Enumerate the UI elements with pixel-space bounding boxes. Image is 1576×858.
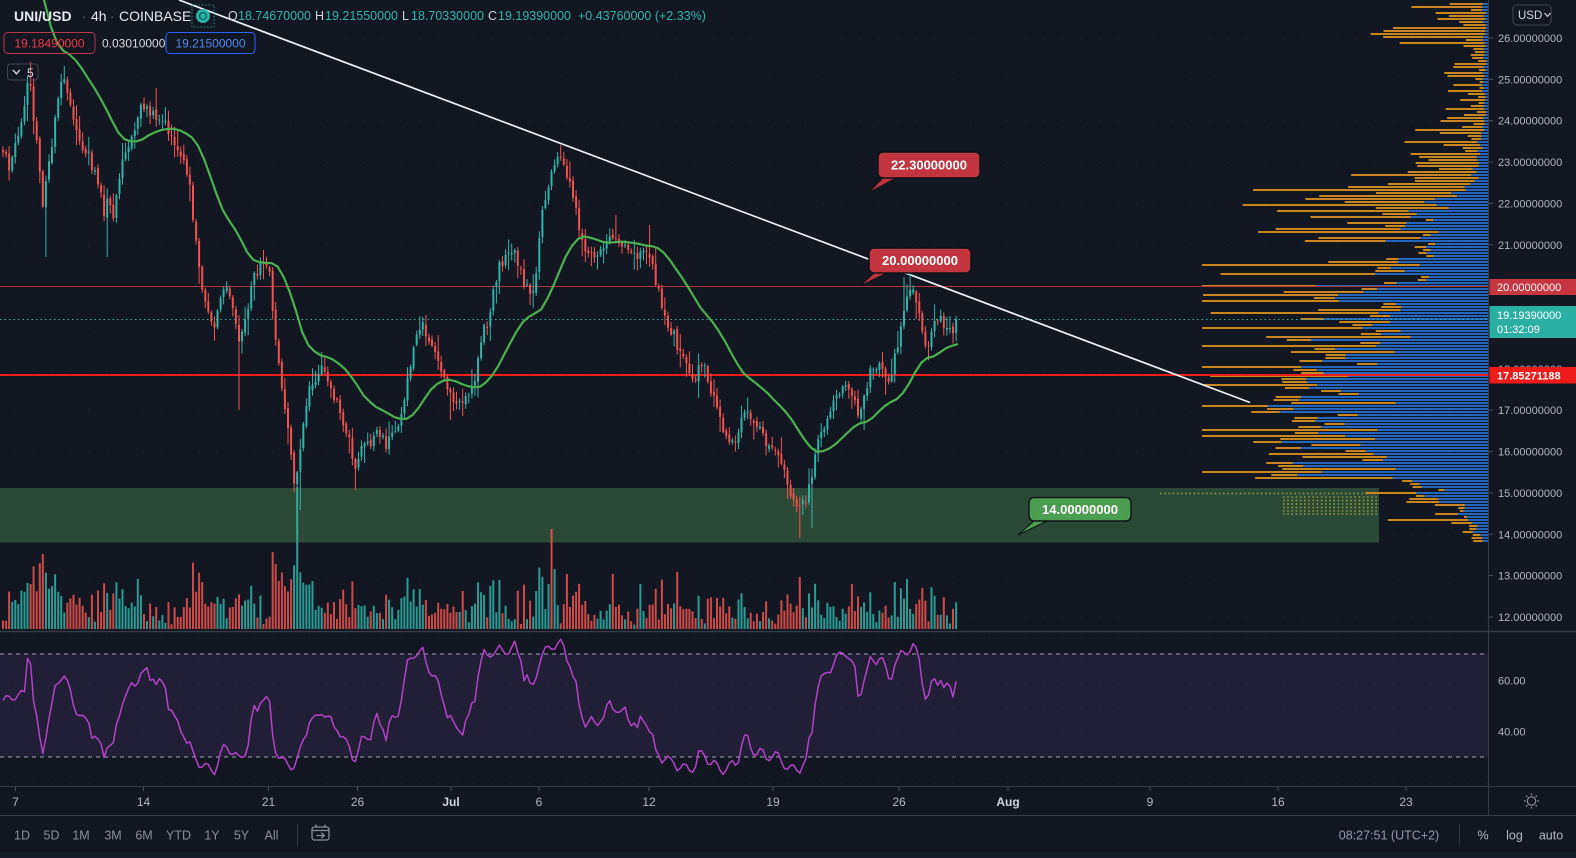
svg-text:COINBASE: COINBASE (119, 8, 191, 24)
svg-text:19.19390000: 19.19390000 (1497, 310, 1561, 322)
svg-text:5D: 5D (44, 829, 60, 843)
svg-text:23: 23 (1399, 795, 1413, 809)
svg-text:12.00000000: 12.00000000 (1498, 612, 1562, 624)
svg-text:21: 21 (262, 795, 276, 809)
svg-text:18.74670000: 18.74670000 (238, 9, 311, 23)
svg-text:01:32:09: 01:32:09 (1497, 324, 1540, 336)
svg-text:26: 26 (351, 795, 365, 809)
svg-text:22.30000000: 22.30000000 (891, 158, 967, 173)
svg-text:1Y: 1Y (204, 829, 220, 843)
svg-text:60.00: 60.00 (1498, 676, 1526, 688)
svg-text:19.21550000: 19.21550000 (325, 9, 398, 23)
svg-text:YTD: YTD (166, 829, 191, 843)
svg-text:4h: 4h (91, 8, 107, 24)
svg-text:18.70330000: 18.70330000 (411, 9, 484, 23)
svg-text:USD: USD (1518, 10, 1542, 22)
svg-text:19.18490000: 19.18490000 (14, 37, 84, 51)
svg-text:5Y: 5Y (234, 829, 250, 843)
svg-text:19.19390000: 19.19390000 (498, 9, 571, 23)
svg-text:24.00000000: 24.00000000 (1498, 116, 1562, 128)
svg-text:6: 6 (536, 795, 543, 809)
svg-text:UNI/USD: UNI/USD (14, 8, 72, 24)
svg-text:19.21500000: 19.21500000 (175, 37, 245, 51)
svg-text:21.00000000: 21.00000000 (1498, 240, 1562, 252)
svg-text:3M: 3M (104, 829, 121, 843)
svg-text:1D: 1D (14, 829, 30, 843)
svg-text:13.00000000: 13.00000000 (1498, 571, 1562, 583)
svg-text:0.03010000: 0.03010000 (102, 37, 166, 51)
svg-text:40.00: 40.00 (1498, 727, 1526, 739)
svg-text:19: 19 (766, 795, 780, 809)
svg-text:6M: 6M (135, 829, 152, 843)
svg-text:auto: auto (1539, 829, 1563, 843)
svg-text:C: C (488, 9, 497, 23)
svg-text:1M: 1M (72, 829, 89, 843)
svg-text:O: O (228, 9, 238, 23)
svg-text:16.00000000: 16.00000000 (1498, 447, 1562, 459)
svg-text:12: 12 (642, 795, 656, 809)
svg-text:16: 16 (1271, 795, 1285, 809)
svg-text:L: L (402, 9, 409, 23)
svg-text:H: H (315, 9, 324, 23)
svg-text:·: · (82, 9, 86, 24)
svg-text:+0.43760000 (+2.33%): +0.43760000 (+2.33%) (578, 9, 706, 23)
svg-text:·: · (110, 9, 114, 24)
svg-text:17.85271188: 17.85271188 (1497, 371, 1561, 383)
svg-text:22.00000000: 22.00000000 (1498, 198, 1562, 210)
svg-text:17.00000000: 17.00000000 (1498, 405, 1562, 417)
svg-text:25.00000000: 25.00000000 (1498, 74, 1562, 86)
svg-text:23.00000000: 23.00000000 (1498, 157, 1562, 169)
svg-text:14.00000000: 14.00000000 (1498, 529, 1562, 541)
svg-text:14: 14 (137, 795, 151, 809)
svg-text:20.00000000: 20.00000000 (1497, 282, 1561, 294)
svg-text:All: All (265, 829, 279, 843)
svg-text:log: log (1506, 829, 1523, 843)
svg-text:9: 9 (1147, 795, 1154, 809)
svg-text:Jul: Jul (442, 795, 459, 809)
svg-text:7: 7 (12, 795, 19, 809)
svg-text:20.00000000: 20.00000000 (882, 253, 958, 268)
svg-text:26: 26 (892, 795, 906, 809)
svg-text:15.00000000: 15.00000000 (1498, 488, 1562, 500)
svg-text:26.00000000: 26.00000000 (1498, 33, 1562, 45)
svg-text:5: 5 (27, 66, 34, 80)
svg-text:14.00000000: 14.00000000 (1042, 502, 1118, 517)
svg-text:08:27:51 (UTC+2): 08:27:51 (UTC+2) (1339, 829, 1439, 843)
svg-text:Aug: Aug (996, 795, 1019, 809)
svg-text:%: % (1477, 829, 1488, 843)
